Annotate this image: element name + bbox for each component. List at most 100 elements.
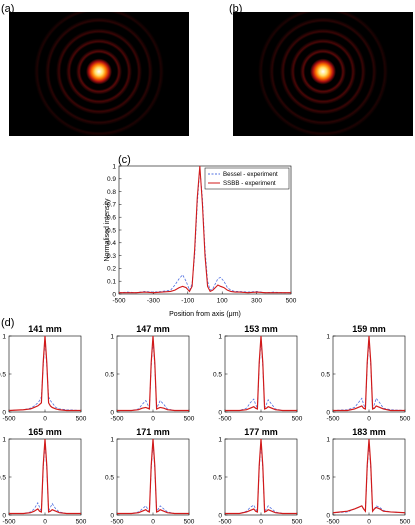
legend-box xyxy=(204,167,290,190)
y-tick-label: 0.2 xyxy=(107,266,116,273)
series-line-bessel xyxy=(117,442,189,514)
subplot-title: 177 mm xyxy=(244,427,278,437)
y-tick-label: 1 xyxy=(218,333,222,340)
series-line-ssbb xyxy=(333,335,405,412)
x-tick-label: 0 xyxy=(259,416,263,423)
y-tick-label: 1 xyxy=(218,436,222,443)
x-tick-label: -500 xyxy=(326,519,339,525)
y-tick-label: 0.8 xyxy=(107,189,116,196)
y-tick-label: 0 xyxy=(218,512,222,519)
series-line-ssbb xyxy=(117,335,189,412)
subplot-2 xyxy=(116,335,190,413)
y-tick-label: 0 xyxy=(2,512,6,519)
y-tick-label: 0 xyxy=(326,409,330,416)
series-line-bessel xyxy=(117,339,189,411)
y-tick-label: 0.5 xyxy=(0,371,6,378)
series-line-ssbb xyxy=(8,335,81,412)
beam-image-b xyxy=(233,12,413,136)
subplot-5 xyxy=(8,438,82,516)
x-tick-label: -500 xyxy=(110,519,123,525)
x-tick-label: 0 xyxy=(367,519,371,525)
series-line-ssbb xyxy=(9,438,81,515)
x-tick-label: 500 xyxy=(184,519,195,525)
y-tick-label: 0.3 xyxy=(107,253,116,260)
x-tick-label: -100 xyxy=(181,298,194,305)
x-tick-label: 500 xyxy=(400,416,411,423)
y-tick-label: 0 xyxy=(112,291,116,298)
subplot-1 xyxy=(8,335,82,413)
x-axis-label: Position from axis (μm) xyxy=(169,311,241,318)
y-tick-label: 0 xyxy=(218,409,222,416)
subplot-title: 153 mm xyxy=(244,324,278,334)
x-tick-label: 100 xyxy=(217,298,228,305)
y-tick-label: 1 xyxy=(326,333,330,340)
x-tick-label: -500 xyxy=(218,416,231,423)
x-tick-label: 300 xyxy=(251,298,262,305)
x-tick-label: 0 xyxy=(151,519,155,525)
subplot-7 xyxy=(224,438,298,516)
y-tick-label: 1 xyxy=(2,436,6,443)
series-line-bessel xyxy=(118,168,291,294)
x-tick-label: 500 xyxy=(286,298,297,305)
y-tick-label: 0.5 xyxy=(0,474,6,481)
y-tick-label: 0.4 xyxy=(107,240,116,247)
series-line-ssbb xyxy=(117,438,189,515)
subplot-8 xyxy=(332,438,406,516)
y-tick-label: 0 xyxy=(110,409,114,416)
x-tick-label: 0 xyxy=(367,416,371,423)
subplot-title: 165 mm xyxy=(28,427,62,437)
series-line-ssbb xyxy=(225,335,297,412)
subplot-2-frame xyxy=(116,335,190,413)
subplot-title: 171 mm xyxy=(136,427,170,437)
y-tick-label: 1 xyxy=(110,436,114,443)
x-tick-label: 500 xyxy=(400,519,411,525)
x-tick-label: -500 xyxy=(326,416,339,423)
subplot-title: 141 mm xyxy=(28,324,62,334)
subplot-3 xyxy=(224,335,298,413)
x-tick-label: -500 xyxy=(112,298,125,305)
subplot-4-frame xyxy=(332,335,406,413)
x-tick-label: -500 xyxy=(2,519,15,525)
y-tick-label: 0 xyxy=(326,512,330,519)
legend xyxy=(204,167,290,190)
subplot-title: 183 mm xyxy=(352,427,386,437)
y-tick-label: 0.6 xyxy=(107,214,116,221)
subplot-3-frame xyxy=(224,335,298,413)
y-tick-label: 0.5 xyxy=(105,474,114,481)
subplot-4 xyxy=(332,335,406,413)
series-line-bessel xyxy=(225,339,297,411)
y-tick-label: 0.1 xyxy=(107,278,116,285)
series-line-ssbb xyxy=(332,438,406,514)
series-line-ssbb xyxy=(119,165,291,294)
y-tick-label: 1 xyxy=(2,333,6,340)
panel-label-c: (c) xyxy=(118,154,131,166)
y-axis-label: Normalised intensity xyxy=(104,198,111,262)
x-tick-label: 500 xyxy=(76,416,87,423)
y-tick-label: 0.5 xyxy=(107,227,116,234)
series-line-bessel xyxy=(332,442,406,514)
x-tick-label: 500 xyxy=(292,519,303,525)
y-tick-label: 0.5 xyxy=(321,371,330,378)
x-tick-label: 500 xyxy=(184,416,195,423)
legend-label: SSBB - experiment xyxy=(223,180,276,187)
subplot-title: 159 mm xyxy=(352,324,386,334)
panel-label-d: (d) xyxy=(1,317,15,329)
x-tick-label: -500 xyxy=(2,416,15,423)
main-chart xyxy=(118,165,292,295)
x-tick-label: 0 xyxy=(43,416,47,423)
series-line-ssbb xyxy=(225,438,297,515)
subplot-1-frame xyxy=(8,335,82,413)
beam-image-a xyxy=(9,12,189,136)
y-tick-label: 0.7 xyxy=(107,202,116,209)
x-tick-label: -500 xyxy=(218,519,231,525)
x-tick-label: -500 xyxy=(110,416,123,423)
y-tick-label: 0.5 xyxy=(105,371,114,378)
y-tick-label: 0.5 xyxy=(321,474,330,481)
y-tick-label: 0 xyxy=(110,512,114,519)
x-tick-label: -300 xyxy=(147,298,160,305)
subplot-7-frame xyxy=(224,438,298,516)
legend-label: Bessel - experiment xyxy=(223,171,278,178)
subplot-title: 147 mm xyxy=(136,324,170,334)
series-line-bessel xyxy=(332,339,406,411)
